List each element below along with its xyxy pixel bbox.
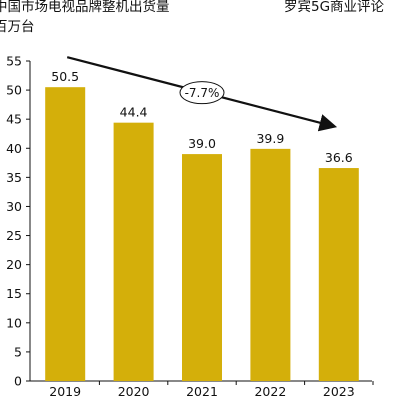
y-tick-label: 5 xyxy=(14,344,22,359)
x-tick-label: 2021 xyxy=(186,384,218,399)
y-tick-label: 35 xyxy=(6,170,22,185)
y-tick-label: 0 xyxy=(14,374,22,389)
data-label: 36.6 xyxy=(325,150,353,165)
y-tick-label: 25 xyxy=(6,228,22,243)
data-label: 44.4 xyxy=(120,105,148,120)
x-tick-label: 2020 xyxy=(118,384,150,399)
x-tick-label: 2022 xyxy=(254,384,286,399)
chart-title-line1: 中国市场电视品牌整机出货量 xyxy=(0,0,170,15)
bar-2023 xyxy=(318,168,359,381)
cagr-badge xyxy=(179,81,225,105)
y-tick-label: 55 xyxy=(6,54,22,69)
bar-2020 xyxy=(113,122,154,381)
bar-2019 xyxy=(45,87,86,381)
data-label: 39.0 xyxy=(188,136,216,151)
brand-watermark: 罗宾5G商业评论 xyxy=(284,0,385,15)
x-tick-label: 2019 xyxy=(49,384,81,399)
chart-title: 中国市场电视品牌整机出货量 百万台 xyxy=(0,0,170,37)
y-tick-label: 30 xyxy=(6,199,22,214)
y-tick-label: 40 xyxy=(6,141,22,156)
bar-2021 xyxy=(182,154,222,381)
x-tick-label: 2023 xyxy=(323,384,355,399)
cagr-label: -7.7% xyxy=(185,86,220,100)
y-tick-label: 45 xyxy=(6,112,22,127)
y-tick-label: 15 xyxy=(6,286,22,301)
y-tick-label: 20 xyxy=(6,257,22,272)
y-unit-label: 百万台 xyxy=(0,19,35,35)
y-tick-label: 10 xyxy=(6,315,22,330)
bar-2022 xyxy=(250,148,291,381)
y-tick-label: 50 xyxy=(6,83,22,98)
data-label: 39.9 xyxy=(256,131,284,146)
data-label: 50.5 xyxy=(51,69,79,84)
